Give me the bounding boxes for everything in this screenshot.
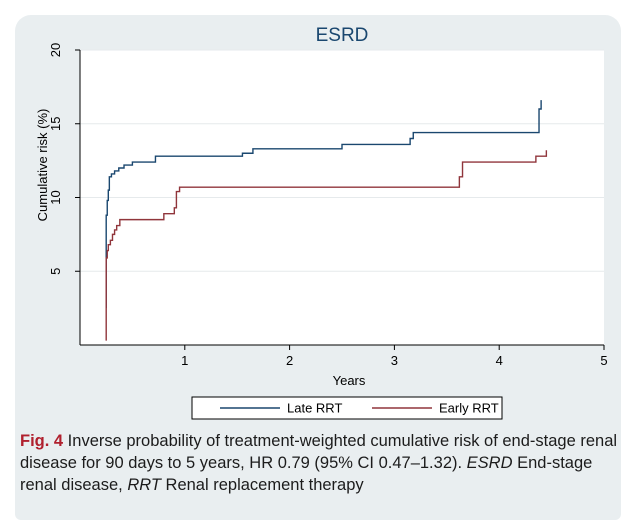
series-line-early-rrt [105, 150, 548, 341]
caption-text-esrd-definition: End-stage renal disease, [20, 454, 593, 494]
figure-label: Fig. 4 [20, 432, 64, 450]
x-tick-label: 2 [286, 353, 293, 368]
caption-text-rrt-definition: Renal replacement therapy [160, 476, 364, 494]
x-tick-label: 3 [391, 353, 398, 368]
legend: Late RRT Early RRT [191, 396, 503, 420]
grid-lines [80, 49, 604, 272]
caption-abbreviation-rrt: RRT [127, 476, 161, 494]
chart-title: ESRD [316, 25, 369, 46]
y-tick-label: 5 [48, 268, 63, 275]
y-axis-label: Cumulative risk (%) [35, 109, 50, 222]
axes: 5 10 15 20 1 2 3 4 5 [48, 43, 608, 368]
series-line-late-rrt [105, 100, 542, 309]
legend-label-early-rrt: Early RRT [439, 401, 499, 416]
legend-label-late-rrt: Late RRT [287, 401, 342, 416]
chart: 5 10 15 20 1 2 3 4 5 ESRD Years Cumulative risk … [35, 25, 608, 420]
x-tick-label: 5 [600, 353, 607, 368]
y-tick-label: 15 [48, 117, 63, 131]
x-tick-label: 4 [496, 353, 503, 368]
caption-abbreviation-esrd: ESRD [466, 454, 513, 472]
legend-box [191, 396, 503, 420]
y-tick-label: 20 [48, 43, 63, 57]
figure-caption: Fig. 4 Inverse probability of treatment-… [20, 430, 620, 496]
y-tick-label: 10 [48, 190, 63, 204]
caption-box [15, 420, 621, 520]
x-axis-label: Years [333, 373, 366, 388]
x-tick-label: 1 [181, 353, 188, 368]
series-lines [105, 100, 548, 341]
caption-text: Inverse probability of treatment-weighte… [20, 432, 618, 472]
